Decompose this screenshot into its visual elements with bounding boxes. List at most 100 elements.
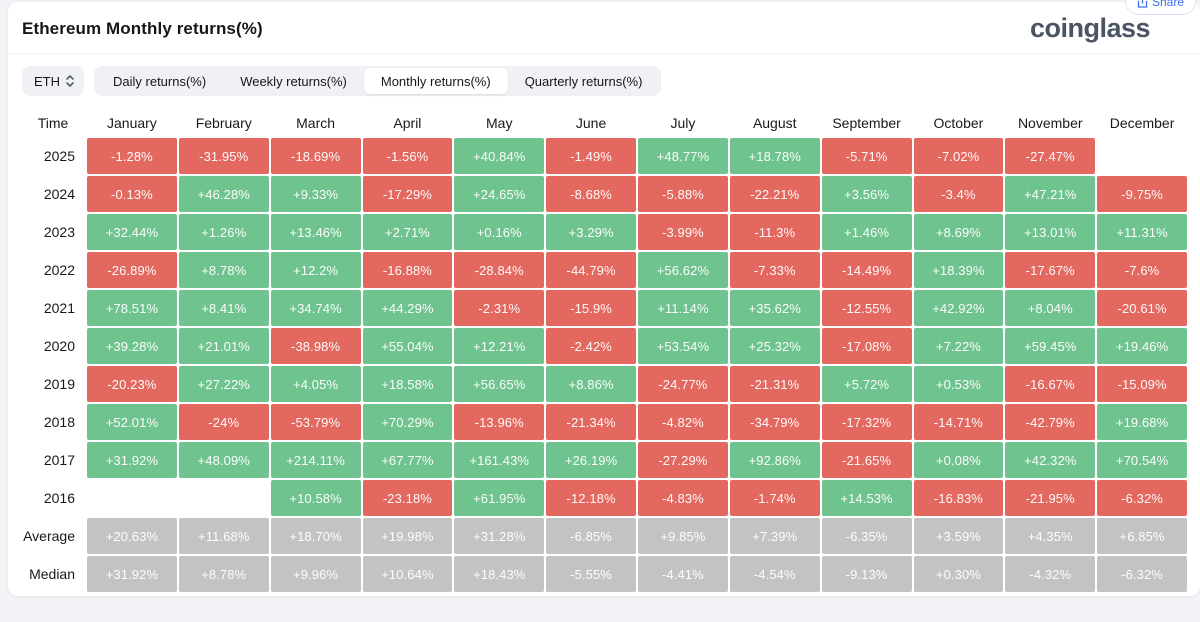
return-cell: -16.67% xyxy=(1005,366,1096,402)
return-cell xyxy=(179,480,269,516)
tab-monthly-returns[interactable]: Monthly returns(%) xyxy=(363,68,508,94)
return-cell: +42.32% xyxy=(1005,442,1096,478)
return-cell: -16.88% xyxy=(362,252,453,288)
return-cell: +25.32% xyxy=(729,328,820,364)
row-label: 2019 xyxy=(43,376,75,392)
return-cell: +11.68% xyxy=(178,518,269,554)
return-cell: +3.59% xyxy=(913,518,1004,554)
return-cell: +53.54% xyxy=(638,328,728,364)
row-label: 2018 xyxy=(43,414,75,430)
row-label: 2017 xyxy=(43,452,75,468)
return-cell: +31.92% xyxy=(87,556,177,592)
return-cell: +19.46% xyxy=(1097,328,1187,364)
month-header: April xyxy=(393,115,422,131)
return-cell: -4.54% xyxy=(729,556,820,592)
return-cell: -7.02% xyxy=(913,138,1004,174)
return-cell: +13.01% xyxy=(1005,214,1096,250)
return-cell: +4.35% xyxy=(1005,518,1096,554)
return-cell: +56.65% xyxy=(454,366,545,402)
return-cell: -5.88% xyxy=(638,176,728,212)
return-cell: -21.31% xyxy=(729,366,820,402)
return-cell: -38.98% xyxy=(270,328,361,364)
return-cell: +10.64% xyxy=(362,556,453,592)
return-cell: -6.32% xyxy=(1097,480,1187,516)
page-title: Ethereum Monthly returns(%) xyxy=(22,18,263,38)
return-cell: +59.45% xyxy=(1005,328,1096,364)
return-cell: +78.51% xyxy=(87,290,177,326)
card-header: Ethereum Monthly returns(%) coinglass xyxy=(8,2,1200,54)
return-cell: -17.29% xyxy=(362,176,453,212)
return-cell: -20.61% xyxy=(1097,290,1187,326)
month-header: November xyxy=(1017,115,1083,131)
controls-row: ETH Daily returns(%) Weekly returns(%) Mon… xyxy=(22,66,1186,96)
return-cell: +56.62% xyxy=(638,252,728,288)
month-header: August xyxy=(752,115,797,131)
return-cell: +161.43% xyxy=(454,442,545,478)
symbol-label: ETH xyxy=(34,73,60,89)
month-header: May xyxy=(486,115,513,131)
return-cell: -16.83% xyxy=(913,480,1004,516)
return-cell: +8.41% xyxy=(178,290,269,326)
symbol-selector[interactable]: ETH xyxy=(22,66,84,96)
return-cell: +21.01% xyxy=(178,328,269,364)
return-cell: +31.92% xyxy=(87,442,177,478)
tab-quarterly-returns[interactable]: Quarterly returns(%) xyxy=(508,68,660,94)
return-cell: -21.34% xyxy=(546,404,636,440)
share-icon xyxy=(1137,0,1148,8)
return-cell xyxy=(87,480,177,516)
return-cell: +11.31% xyxy=(1097,214,1187,250)
return-cell: +214.11% xyxy=(270,442,361,478)
return-cell: +40.84% xyxy=(454,138,545,174)
return-cell: +6.85% xyxy=(1097,518,1187,554)
row-label: Average xyxy=(23,528,75,544)
month-header: February xyxy=(195,115,252,131)
return-cell: +46.28% xyxy=(178,176,269,212)
return-cell: +92.86% xyxy=(729,442,820,478)
return-cell: -8.68% xyxy=(546,176,636,212)
return-cell: -21.65% xyxy=(821,442,912,478)
tab-weekly-returns[interactable]: Weekly returns(%) xyxy=(223,68,364,94)
return-cell: +7.39% xyxy=(729,518,820,554)
row-label: 2016 xyxy=(43,490,75,506)
return-cell: +52.01% xyxy=(87,404,177,440)
return-cell: -27.47% xyxy=(1005,138,1096,174)
return-cell: -4.32% xyxy=(1005,556,1096,592)
return-cell: +11.14% xyxy=(638,290,728,326)
return-cell: -4.83% xyxy=(638,480,728,516)
return-cell: -9.13% xyxy=(821,556,912,592)
returns-table: Time January February March April May June July… xyxy=(21,110,1187,592)
return-cell: +27.22% xyxy=(178,366,269,402)
return-cell: -5.55% xyxy=(546,556,636,592)
return-cell: -0.13% xyxy=(87,176,177,212)
return-cell: -11.3% xyxy=(729,214,820,250)
return-cell: +18.78% xyxy=(729,138,820,174)
return-cell: -34.79% xyxy=(729,404,820,440)
period-tabs: Daily returns(%) Weekly returns(%) Monthly… xyxy=(94,66,662,96)
return-cell: -31.95% xyxy=(178,138,269,174)
return-cell: +24.65% xyxy=(454,176,545,212)
return-cell: +0.53% xyxy=(913,366,1004,402)
return-cell: +9.85% xyxy=(638,518,728,554)
month-header: December xyxy=(1109,115,1175,131)
return-cell: -12.18% xyxy=(546,480,636,516)
return-cell: -24.77% xyxy=(638,366,728,402)
return-cell: -7.33% xyxy=(729,252,820,288)
share-button[interactable]: Share xyxy=(1124,0,1196,15)
return-cell: +8.04% xyxy=(1005,290,1096,326)
return-cell: -22.21% xyxy=(729,176,820,212)
tab-daily-returns[interactable]: Daily returns(%) xyxy=(96,68,223,94)
updown-chevron-icon xyxy=(65,74,75,88)
return-cell: +35.62% xyxy=(729,290,820,326)
month-header: March xyxy=(296,115,336,131)
return-cell: +12.21% xyxy=(454,328,545,364)
return-cell: -21.95% xyxy=(1005,480,1096,516)
return-cell: +19.98% xyxy=(362,518,453,554)
row-label: 2024 xyxy=(43,186,75,202)
return-cell: -3.99% xyxy=(638,214,728,250)
month-header: January xyxy=(107,115,157,131)
return-cell: -26.89% xyxy=(87,252,177,288)
coinglass-logo: coinglass xyxy=(1029,13,1151,43)
return-cell: +47.21% xyxy=(1005,176,1096,212)
return-cell: +0.08% xyxy=(913,442,1004,478)
return-cell: -14.71% xyxy=(913,404,1004,440)
